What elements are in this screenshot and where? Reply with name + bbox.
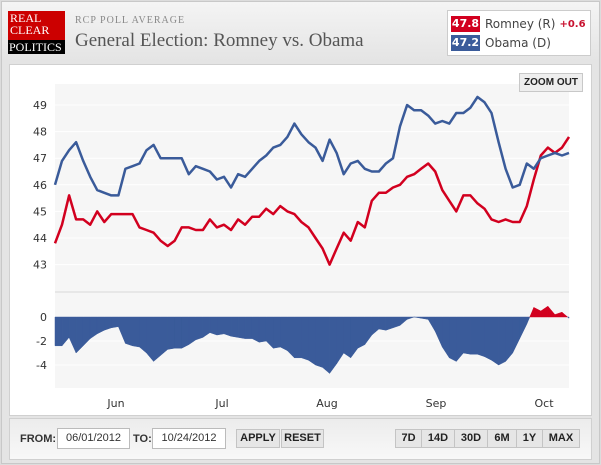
spread-segment xyxy=(258,316,267,343)
from-date-input[interactable] xyxy=(57,428,130,449)
spread-y-axis-labels: 0 -2 -4 xyxy=(36,311,47,372)
spread-segment xyxy=(566,316,570,319)
spread-segment xyxy=(174,316,182,349)
spread-segment xyxy=(315,316,323,368)
main-y-axis-labels: 43 44 45 46 47 48 49 xyxy=(33,99,47,272)
spread-segment xyxy=(111,316,119,329)
y-tick-label: 49 xyxy=(33,99,47,112)
spread-segment xyxy=(477,316,485,357)
y-tick-label: -2 xyxy=(36,335,47,348)
spread-segment xyxy=(526,316,531,325)
spread-segment xyxy=(470,316,478,355)
spread-segment xyxy=(104,316,112,331)
legend-change-romney: +0.6 xyxy=(559,18,586,30)
spread-segment xyxy=(463,316,471,355)
spread-segment xyxy=(167,316,175,350)
spread-segment xyxy=(449,316,457,362)
to-date-input[interactable] xyxy=(152,428,226,449)
spread-segment xyxy=(125,316,133,347)
spread-segment xyxy=(385,316,394,331)
logo-line-2: CLEAR xyxy=(10,23,50,37)
chart-title: General Election: Romney vs. Obama xyxy=(75,30,364,51)
legend-name-obama: Obama (D) xyxy=(485,36,551,50)
spread-segment xyxy=(237,316,246,339)
x-axis-labels: Jun Jul Aug Sep Oct xyxy=(106,397,554,410)
spread-segment xyxy=(195,316,204,341)
to-label: TO: xyxy=(133,433,152,445)
spread-segment xyxy=(308,316,316,366)
y-tick-label: 46 xyxy=(33,179,47,192)
spread-segment xyxy=(273,316,281,349)
spread-segment xyxy=(491,316,499,366)
legend-value-obama: 47.2 xyxy=(451,35,480,51)
spread-segment xyxy=(406,316,415,320)
range-button-14d[interactable]: 14D xyxy=(421,429,455,448)
spread-segment xyxy=(181,316,190,349)
series-lines xyxy=(53,95,571,266)
zoom-out-button[interactable]: ZOOM OUT xyxy=(519,73,583,92)
from-label: FROM: xyxy=(20,433,57,445)
spread-segment xyxy=(484,316,492,361)
spread-segment xyxy=(230,316,239,338)
legend-item-obama[interactable]: 47.2 Obama (D) xyxy=(451,35,551,51)
apply-button[interactable]: APPLY xyxy=(236,429,280,448)
spread-segment xyxy=(209,316,218,336)
legend-value-romney: 47.8 xyxy=(451,16,480,32)
spread-segment xyxy=(343,316,351,359)
legend-item-romney[interactable]: 47.8 Romney (R) +0.6 xyxy=(451,16,586,32)
y-tick-label: 47 xyxy=(33,152,47,165)
y-tick-label: -4 xyxy=(36,359,47,372)
range-button-30d[interactable]: 30D xyxy=(454,429,488,448)
spread-segment xyxy=(378,316,387,331)
y-tick-label: 48 xyxy=(33,126,47,139)
spread-segment xyxy=(498,316,506,366)
logo-line-3: POLITICS xyxy=(8,40,65,54)
spread-segment xyxy=(54,316,63,347)
x-tick-label: Jul xyxy=(214,397,228,410)
spread-segment xyxy=(139,316,147,354)
legend-name-romney: Romney (R) xyxy=(485,17,556,31)
x-tick-label: Jun xyxy=(106,397,124,410)
spread-segment xyxy=(223,316,232,337)
spread-segment xyxy=(132,316,140,348)
main-gridlines xyxy=(55,104,569,266)
x-tick-label: Oct xyxy=(534,397,554,410)
spread-segment xyxy=(287,316,295,359)
spread-segment xyxy=(280,316,288,352)
range-button-6m[interactable]: 6M xyxy=(487,429,517,448)
reset-button[interactable]: RESET xyxy=(281,429,324,448)
spread-segment xyxy=(357,316,366,349)
spread-segment xyxy=(322,316,330,374)
spread-segment xyxy=(153,316,161,362)
y-tick-label: 43 xyxy=(33,259,47,272)
spread-segment xyxy=(561,311,569,318)
range-button-max[interactable]: MAX xyxy=(542,429,580,448)
spread-segment xyxy=(251,316,260,343)
spread-segment xyxy=(160,316,168,356)
range-button-7d[interactable]: 7D xyxy=(395,429,422,448)
series-line-romney xyxy=(53,136,571,266)
spread-segment xyxy=(188,316,197,346)
spread-segment xyxy=(294,316,302,359)
range-button-1y[interactable]: 1Y xyxy=(516,429,543,448)
legend: 47.8 Romney (R) +0.6 47.2 Obama (D) xyxy=(447,10,591,56)
logo-line-1: REAL xyxy=(10,11,42,25)
y-tick-label: 44 xyxy=(33,232,47,245)
spread-segment xyxy=(301,316,309,361)
series-line-obama xyxy=(53,95,570,197)
spread-segment xyxy=(329,316,337,375)
rcp-logo[interactable]: REAL CLEAR POLITICS xyxy=(8,11,65,54)
chart-subtitle: RCP POLL AVERAGE xyxy=(75,15,186,26)
spread-segment xyxy=(244,316,253,339)
x-tick-label: Aug xyxy=(316,397,337,410)
spread-area xyxy=(54,305,570,375)
y-tick-label: 0 xyxy=(40,311,47,324)
x-tick-label: Sep xyxy=(426,397,447,410)
y-tick-label: 45 xyxy=(33,205,47,218)
spread-segment xyxy=(216,316,225,336)
